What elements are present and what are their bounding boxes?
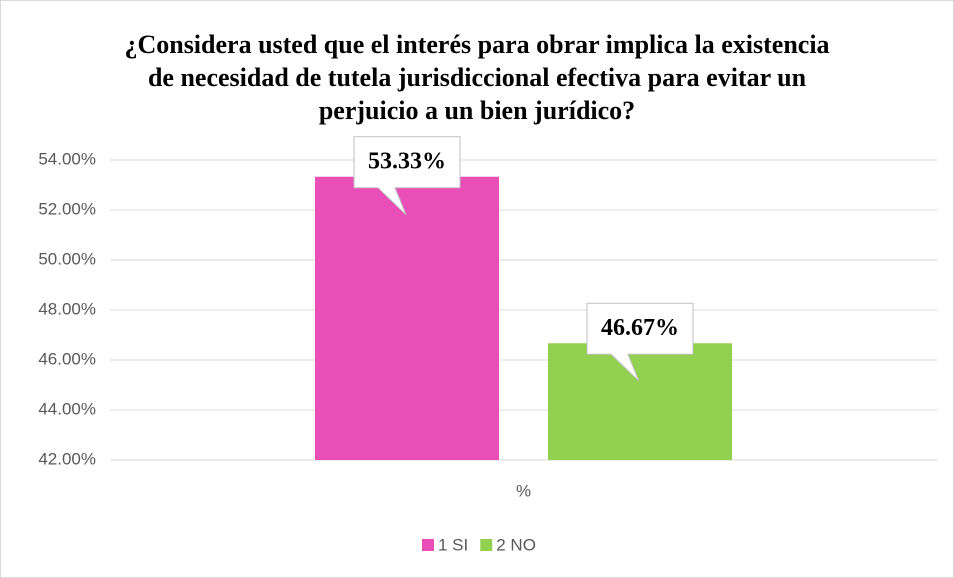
y-tick-label: 50.00% [38, 249, 96, 268]
y-tick-label: 54.00% [38, 149, 96, 168]
bar [315, 176, 499, 460]
x-tick-label: % [516, 481, 531, 500]
legend-label: 1 SI [438, 535, 468, 554]
y-tick-label: 42.00% [38, 449, 96, 468]
data-label: 53.33% [368, 148, 446, 174]
data-label-callout [586, 302, 694, 382]
data-label: 46.67% [601, 315, 679, 341]
y-tick-label: 44.00% [38, 399, 96, 418]
legend-label: 2 NO [496, 535, 536, 554]
chart-title: ¿Considera usted que el interés para obr… [124, 30, 830, 125]
bar [548, 343, 732, 460]
y-tick-label: 48.00% [38, 299, 96, 318]
data-label-callout [353, 136, 461, 216]
legend-swatch [480, 539, 493, 551]
y-tick-label: 46.00% [38, 349, 96, 368]
y-tick-label: 52.00% [38, 199, 96, 218]
legend-swatch [422, 539, 434, 551]
